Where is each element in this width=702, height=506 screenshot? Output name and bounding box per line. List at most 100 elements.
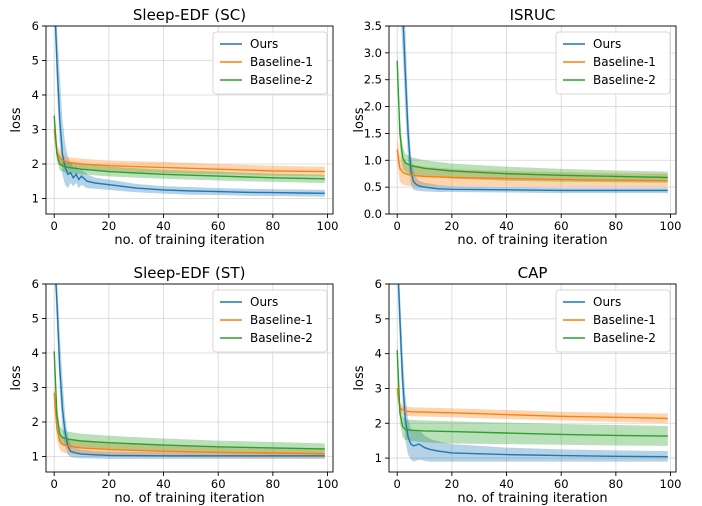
series-band-3 [397,47,668,183]
x-tick-label: 60 [211,219,226,233]
x-tick-label: 60 [211,477,226,491]
chart-title: Sleep-EDF (ST) [134,264,246,282]
x-tick-label: 60 [554,477,569,491]
legend: Ours Baseline-1 Baseline-2 [212,31,328,95]
series-line-3 [396,60,668,179]
y-tick-label: 1 [375,451,382,465]
y-tick-label: 2 [375,416,382,430]
x-axis-label: no. of training iteration [114,233,264,248]
x-tick-label: 20 [445,477,460,491]
y-tick-label: 5 [32,53,39,67]
axes-frame [45,25,334,215]
legend: Ours Baseline-1 Baseline-2 [555,289,671,353]
x-tick-label: 80 [609,219,624,233]
y-tick-label: 0.5 [364,180,382,194]
chart-title: Sleep-EDF (SC) [133,6,246,24]
y-tick-label: 4 [32,88,39,102]
axes-frame [388,283,677,473]
y-tick-label: 3 [32,122,39,136]
x-axis-label: no. of training iteration [457,491,607,506]
legend-label-2: Baseline-1 [250,55,313,69]
series-line-3 [53,115,325,180]
legend-label-2: Baseline-1 [593,313,656,327]
series-band-3 [54,339,325,455]
legend-label-3: Baseline-2 [250,331,313,345]
y-tick-label: 0.0 [364,207,382,221]
y-tick-label: 5 [375,312,382,326]
chart-title: ISRUC [510,6,556,24]
chart-title: CAP [518,264,548,282]
y-tick-label: 1 [32,449,39,463]
x-tick-label: 80 [609,477,624,491]
y-tick-label: 4 [375,347,382,361]
series-band-3 [397,336,668,446]
x-tick-label: 80 [266,477,281,491]
x-tick-label: 20 [102,219,117,233]
legend-label-3: Baseline-2 [593,331,656,345]
y-tick-label: 2 [32,415,39,429]
y-tick-label: 4 [32,346,39,360]
y-tick-label: 2 [32,157,39,171]
series-line-3 [396,350,668,437]
series-band-1 [54,26,325,197]
plot-area [396,284,668,462]
chart-panel-1: 0 20 40 60 80 100 1 2 3 4 5 6 Sleep-EDF (SC) no. of t… [9,6,339,248]
series-line-1 [402,26,668,192]
y-axis-label: loss [9,365,24,390]
legend-label-3: Baseline-2 [250,73,313,87]
legend-box [212,31,328,95]
y-tick-label: 6 [375,277,382,291]
plot-area [396,26,668,194]
y-tick-label: 2.5 [364,73,382,87]
legend-label-1: Ours [593,295,621,309]
legend-box [555,31,671,95]
x-tick-label: 0 [394,219,401,233]
series-line-2 [396,388,668,420]
legend-label-1: Ours [250,37,278,51]
axes-frame [45,283,334,473]
x-tick-label: 40 [156,477,171,491]
series-line-1 [397,284,668,458]
legend-box [212,289,328,353]
x-tick-label: 100 [317,477,339,491]
series-band-1 [397,284,668,462]
series-band-2 [54,380,325,459]
series-band-3 [54,105,325,183]
legend-box [555,289,671,353]
series-line-2 [53,129,325,173]
x-tick-label: 80 [266,219,281,233]
y-tick-label: 1.0 [364,153,382,167]
series-line-2 [396,149,668,182]
series-band-2 [397,378,668,424]
y-tick-label: 5 [32,311,39,325]
x-tick-label: 40 [499,477,514,491]
y-tick-label: 2.0 [364,100,382,114]
y-tick-label: 3.0 [364,46,382,60]
legend-label-1: Ours [593,37,621,51]
legend-label-2: Baseline-1 [593,55,656,69]
axes-frame [388,25,677,215]
y-axis-label: loss [352,365,367,390]
chart-panel-3: 0 20 40 60 80 100 1 2 3 4 5 6 Sleep-EDF (ST) no. of t… [9,264,339,506]
series-band-2 [54,119,325,177]
y-tick-label: 6 [32,19,39,33]
legend: Ours Baseline-1 Baseline-2 [555,31,671,95]
legend: Ours Baseline-1 Baseline-2 [212,289,328,353]
chart-panel-2: 0 20 40 60 80 100 0.0 0.5 1.0 1.5 2.0 2.5 3.0 3.5 ISRU… [352,6,682,248]
legend-label-1: Ours [250,295,278,309]
y-tick-label: 6 [32,277,39,291]
series-band-2 [397,136,668,188]
y-tick-label: 3.5 [364,19,382,33]
x-tick-label: 40 [499,219,514,233]
series-line-1 [55,284,325,457]
x-axis-label: no. of training iteration [114,491,264,506]
x-tick-label: 20 [445,219,460,233]
y-tick-label: 1 [32,191,39,205]
x-tick-label: 60 [554,219,569,233]
y-tick-label: 1.5 [364,126,382,140]
x-tick-label: 100 [660,477,682,491]
chart-panel-4: 0 20 40 60 80 100 1 2 3 4 5 6 CAP no. of training ite… [352,264,682,506]
legend-label-3: Baseline-2 [593,73,656,87]
x-axis-label: no. of training iteration [457,233,607,248]
